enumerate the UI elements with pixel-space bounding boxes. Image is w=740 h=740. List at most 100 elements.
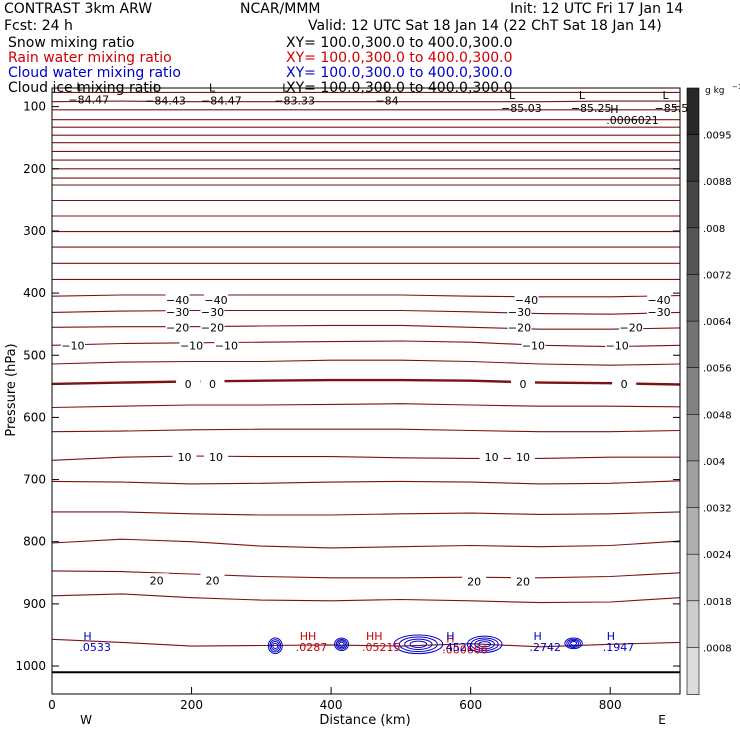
low-value: −84 bbox=[375, 95, 398, 108]
high-value: .000606 bbox=[442, 643, 488, 656]
west-label: W bbox=[80, 713, 92, 727]
cloud-water-contour bbox=[270, 640, 280, 651]
contour-label-bg bbox=[165, 320, 190, 334]
contour-label: 0 bbox=[185, 378, 192, 391]
contour-label: 10 bbox=[516, 451, 530, 464]
contour-label: −20 bbox=[620, 321, 643, 334]
cloud-water-contour bbox=[566, 638, 581, 648]
isotherm-line bbox=[51, 294, 681, 298]
legend-snow-label: Snow mixing ratio bbox=[8, 35, 135, 51]
low-value: −84.43 bbox=[145, 95, 186, 108]
x-axis-label: Distance (km) bbox=[319, 713, 410, 728]
contour-label: 0 bbox=[209, 378, 216, 391]
contour-label: −40 bbox=[515, 294, 538, 307]
contour-label-bg bbox=[200, 320, 225, 334]
y-tick-label: 900 bbox=[23, 597, 46, 611]
contour-label-bg bbox=[619, 320, 644, 334]
colorbar-tick-label: .0064 bbox=[703, 317, 732, 328]
plot-frame bbox=[51, 87, 681, 695]
y-tick-label: 300 bbox=[23, 224, 46, 238]
low-value: −85.5 bbox=[655, 102, 689, 115]
contour-label-bg bbox=[176, 376, 201, 390]
low-value: −85.25 bbox=[571, 102, 612, 115]
cloud-water-contour bbox=[564, 637, 583, 650]
y-tick-label: 600 bbox=[23, 410, 46, 424]
contour-label: 20 bbox=[516, 576, 530, 589]
cloud-water-contour bbox=[409, 640, 428, 648]
isotherm-line bbox=[51, 359, 681, 366]
colorbar-unit: g kg bbox=[705, 86, 725, 96]
high-value: .2742 bbox=[529, 641, 561, 654]
cloud-water-contour bbox=[404, 638, 433, 650]
isotherm-line bbox=[51, 378, 681, 386]
y-tick-label: 800 bbox=[23, 535, 46, 549]
colorbar-tick-label: .0018 bbox=[703, 597, 732, 608]
high-value: .1947 bbox=[603, 641, 635, 654]
cloud-water-contour bbox=[337, 640, 346, 649]
cloud-water-contour bbox=[269, 639, 282, 653]
contour-label: −30 bbox=[166, 306, 189, 319]
contour-label-bg bbox=[511, 376, 535, 390]
isotherm-line bbox=[51, 324, 681, 330]
low-value: −84.47 bbox=[201, 95, 242, 108]
isotherm-line bbox=[51, 100, 680, 103]
contour-label-bg bbox=[214, 338, 239, 352]
colorbar-segment bbox=[686, 460, 700, 509]
isotherm-line bbox=[51, 340, 681, 348]
contour-label: 20 bbox=[467, 576, 481, 589]
high-marker: H bbox=[446, 630, 454, 643]
contour-label-bg bbox=[203, 450, 228, 464]
x-tick-label: 800 bbox=[599, 698, 622, 712]
forecast-hour: Fcst: 24 h bbox=[4, 18, 73, 34]
isotherm-line bbox=[51, 309, 681, 315]
contour-label: −20 bbox=[166, 321, 189, 334]
contour-label: −10 bbox=[215, 339, 238, 352]
contour-label-bg bbox=[647, 304, 672, 318]
colorbar-segment bbox=[686, 274, 700, 323]
contour-label-bg bbox=[203, 292, 228, 306]
valid-time: Valid: 12 UTC Sat 18 Jan 14 (22 ChT Sat … bbox=[308, 18, 662, 34]
isotherm-line bbox=[51, 403, 681, 409]
colorbar-tick-label: .008 bbox=[703, 224, 725, 235]
low-value: −83.33 bbox=[274, 95, 315, 108]
contour-label: −10 bbox=[522, 339, 545, 352]
y-tick-label: 700 bbox=[23, 473, 46, 487]
contour-label: 20 bbox=[150, 574, 164, 587]
cloud-water-contour bbox=[466, 635, 503, 653]
colorbar-tick-label: .0072 bbox=[703, 270, 732, 281]
colorbar-tick-label: .0048 bbox=[703, 410, 732, 421]
high-value: .0533 bbox=[79, 641, 111, 654]
colorbar-segment bbox=[686, 507, 700, 556]
x-tick-label: 400 bbox=[320, 698, 343, 712]
colorbar-segment bbox=[686, 320, 700, 369]
contour-label: −10 bbox=[606, 339, 629, 352]
contour-label: 20 bbox=[205, 574, 219, 587]
contour-label-bg bbox=[144, 573, 169, 587]
contour-label-bg bbox=[200, 376, 225, 390]
y-tick-label: 400 bbox=[23, 286, 46, 300]
contour-label-bg bbox=[165, 304, 190, 318]
low-marker: L bbox=[509, 89, 516, 102]
contour-label: −40 bbox=[166, 294, 189, 307]
colorbar-tick-label: .0095 bbox=[703, 131, 732, 142]
colorbar-segment bbox=[686, 180, 700, 229]
contour-label: 0 bbox=[621, 378, 628, 391]
isotherm-line bbox=[51, 428, 681, 433]
isotherm-line bbox=[51, 593, 681, 604]
low-marker: L bbox=[579, 89, 586, 102]
contour-label: −30 bbox=[647, 306, 670, 319]
contour-label: −20 bbox=[201, 321, 224, 334]
contour-label: 10 bbox=[485, 451, 499, 464]
y-tick-label: 500 bbox=[23, 348, 46, 362]
low-marker: L bbox=[76, 80, 83, 93]
contour-label: −10 bbox=[180, 339, 203, 352]
contour-label-bg bbox=[612, 376, 637, 390]
contour-label: −30 bbox=[508, 306, 531, 319]
contour-label: 0 bbox=[520, 378, 527, 391]
cloud-water-contour bbox=[398, 636, 438, 653]
cloud-water-contour bbox=[470, 637, 499, 652]
contour-label-bg bbox=[507, 320, 532, 334]
cloud-water-contour bbox=[338, 641, 345, 647]
contour-label-bg bbox=[165, 292, 190, 306]
